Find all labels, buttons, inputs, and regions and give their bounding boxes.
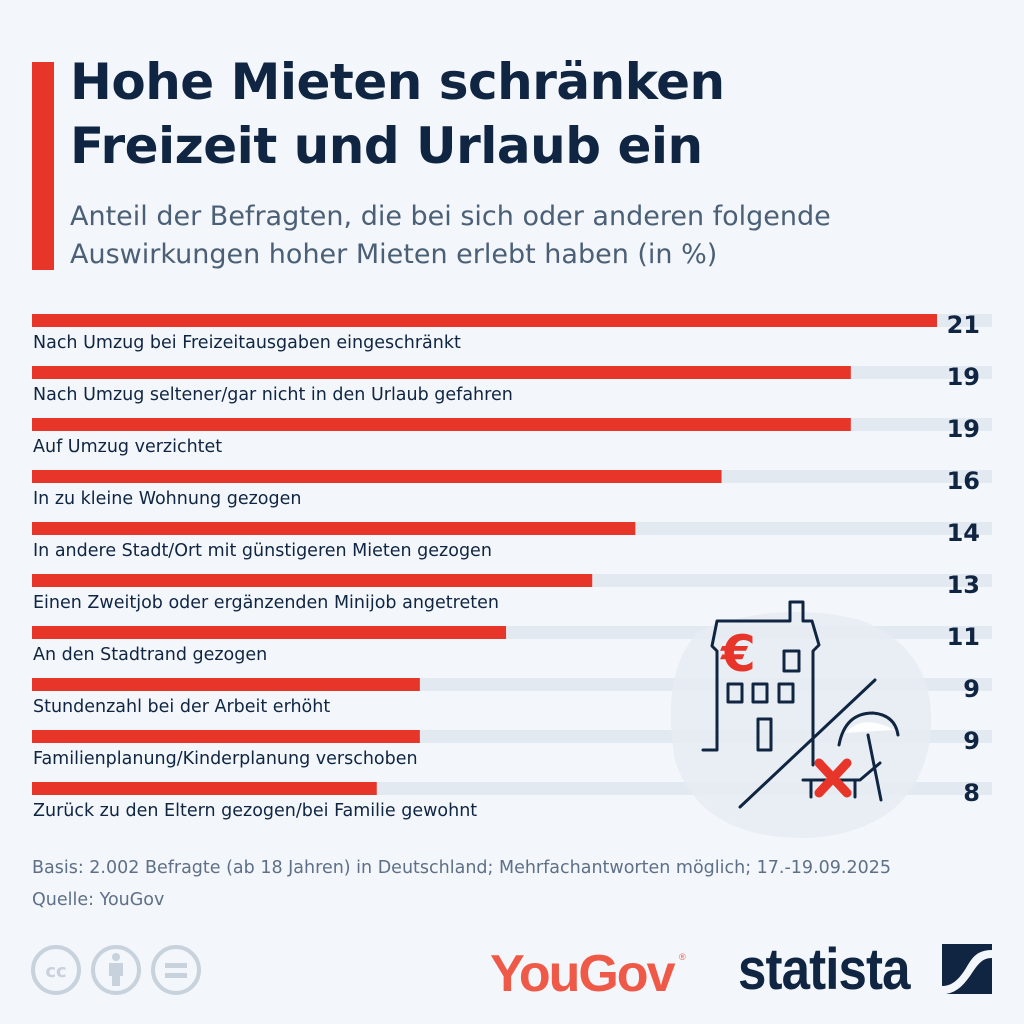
- value-label: 13: [947, 571, 980, 599]
- house-rent-illustration: €: [701, 600, 900, 809]
- title-accent-bar: [32, 62, 54, 270]
- value-label: 16: [947, 467, 980, 495]
- bar: [32, 782, 377, 795]
- svg-text:cc: cc: [45, 961, 66, 982]
- value-label: 8: [963, 779, 980, 807]
- value-label: 14: [947, 519, 980, 547]
- title-line-1: Hohe Mieten schränken: [70, 53, 725, 111]
- no-derivatives-icon[interactable]: [150, 944, 202, 996]
- umbrella-icon: [837, 711, 900, 747]
- bar-row: Nach Umzug seltener/gar nicht in den Url…: [32, 363, 992, 405]
- bar-row: Auf Umzug verzichtet 19: [32, 415, 992, 457]
- value-label: 11: [947, 623, 980, 651]
- value-label: 9: [963, 675, 980, 703]
- bar: [32, 522, 636, 535]
- category-label: Nach Umzug seltener/gar nicht in den Url…: [33, 385, 513, 405]
- category-label: Zurück zu den Eltern gezogen/bei Familie…: [33, 801, 477, 821]
- house-outline-icon: [701, 600, 821, 767]
- bar-row: Nach Umzug bei Freizeitausgaben eingesch…: [32, 311, 992, 353]
- illustration-background: [670, 612, 932, 839]
- category-label: Nach Umzug bei Freizeitausgaben eingesch…: [33, 333, 461, 353]
- bar-row: In zu kleine Wohnung gezogen 16: [32, 467, 992, 509]
- bar: [32, 470, 722, 483]
- window-icon: [726, 682, 744, 704]
- statista-logo[interactable]: statista: [738, 937, 911, 1002]
- bar: [32, 366, 851, 379]
- category-label: In zu kleine Wohnung gezogen: [33, 489, 301, 509]
- bar: [32, 730, 420, 743]
- bar-row: In andere Stadt/Ort mit günstigeren Miet…: [32, 519, 992, 561]
- category-label: In andere Stadt/Ort mit günstigeren Miet…: [33, 541, 492, 561]
- category-label: Auf Umzug verzichtet: [33, 437, 222, 457]
- euro-icon: €: [720, 625, 756, 683]
- chart-subtitle: Anteil der Befragten, die bei sich oder …: [70, 198, 1000, 274]
- bar: [32, 418, 851, 431]
- bar: [32, 574, 593, 587]
- window-icon: [751, 682, 769, 704]
- category-label: Familienplanung/Kinderplanung verschoben: [33, 749, 418, 769]
- door-icon: [756, 717, 773, 752]
- table-icon: [801, 761, 882, 799]
- bar-row: Einen Zweitjob oder ergänzenden Minijob …: [32, 571, 992, 613]
- value-label: 9: [963, 727, 980, 755]
- cross-icon: [814, 758, 852, 798]
- value-label: 19: [947, 363, 980, 391]
- statista-logo-mark-icon[interactable]: [942, 944, 992, 994]
- category-label: An den Stadtrand gezogen: [33, 645, 267, 665]
- value-label: 19: [947, 415, 980, 443]
- yougov-logo[interactable]: YouGov: [490, 945, 675, 1003]
- category-label: Stundenzahl bei der Arbeit erhöht: [33, 697, 330, 717]
- value-label: 21: [947, 311, 980, 339]
- basis-note: Basis: 2.002 Befragte (ab 18 Jahren) in …: [32, 858, 891, 878]
- bar: [32, 678, 420, 691]
- source-note: Quelle: YouGov: [32, 890, 165, 910]
- category-label: Einen Zweitjob oder ergänzenden Minijob …: [33, 593, 499, 613]
- window-icon: [777, 682, 795, 704]
- title-line-2: Freizeit und Urlaub ein: [70, 117, 703, 175]
- window-icon: [782, 649, 801, 673]
- subtitle-line-2: Auswirkungen hoher Mieten erlebt haben (…: [70, 239, 718, 270]
- subtitle-line-1: Anteil der Befragten, die bei sich oder …: [70, 201, 831, 232]
- creative-commons-icon[interactable]: cc: [30, 944, 82, 996]
- yougov-registered-mark: ®: [679, 952, 686, 962]
- chart-title: Hohe Mieten schränken Freizeit und Urlau…: [70, 50, 990, 178]
- license-icons: cc: [30, 944, 202, 996]
- divider-slash: [738, 678, 877, 809]
- bar: [32, 314, 937, 327]
- bar: [32, 626, 507, 639]
- attribution-icon[interactable]: [90, 944, 142, 996]
